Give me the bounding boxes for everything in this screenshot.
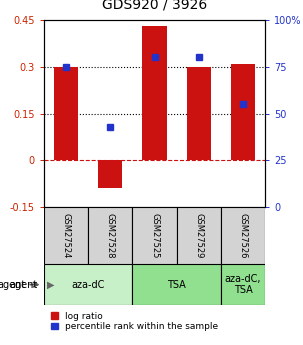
Bar	[221, 207, 265, 264]
Bar	[177, 207, 221, 264]
Text: ▶: ▶	[47, 280, 55, 289]
Text: GSM27529: GSM27529	[194, 213, 203, 258]
Text: GDS920 / 3926: GDS920 / 3926	[102, 0, 207, 11]
Bar	[98, 160, 122, 188]
Bar	[88, 207, 132, 264]
Text: agent: agent	[0, 280, 26, 289]
Bar	[142, 26, 167, 160]
Bar	[54, 67, 78, 160]
Text: aza-dC: aza-dC	[72, 280, 105, 289]
Legend: log ratio, percentile rank within the sample: log ratio, percentile rank within the sa…	[51, 312, 218, 331]
Text: GSM27526: GSM27526	[238, 213, 248, 258]
Text: GSM27525: GSM27525	[150, 213, 159, 258]
Text: agent: agent	[10, 280, 38, 289]
Text: aza-dC,
TSA: aza-dC, TSA	[225, 274, 261, 295]
Bar	[44, 264, 132, 305]
Bar	[187, 67, 211, 160]
Bar	[44, 207, 88, 264]
Bar	[132, 207, 177, 264]
Text: GSM27528: GSM27528	[106, 213, 115, 258]
Text: TSA: TSA	[167, 280, 186, 289]
Bar	[132, 264, 221, 305]
Bar	[221, 264, 265, 305]
Bar	[231, 63, 255, 160]
Text: GSM27524: GSM27524	[62, 213, 71, 258]
